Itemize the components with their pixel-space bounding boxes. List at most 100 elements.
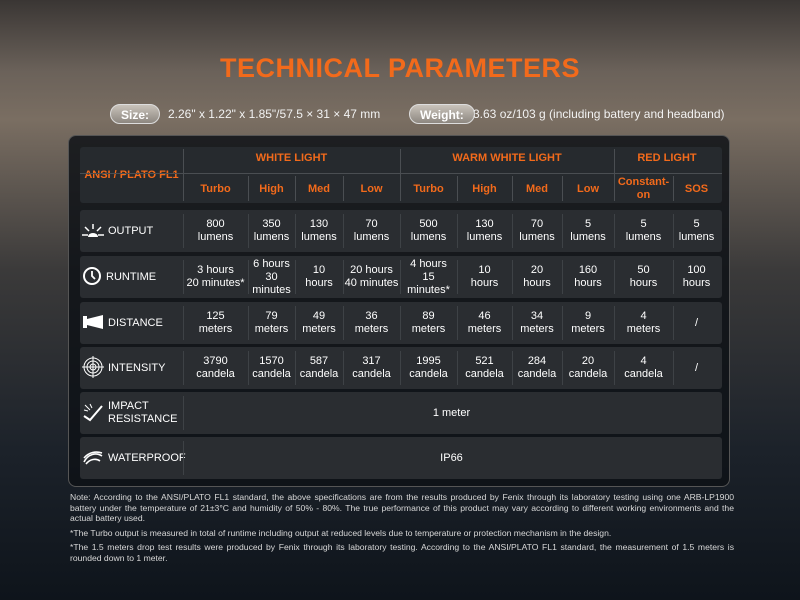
table-cell: 4 meters — [614, 302, 673, 344]
divider — [457, 351, 458, 385]
cell-unit: lumens — [301, 231, 337, 243]
cell-unit: meters — [302, 323, 336, 335]
note-drop: *The 1.5 meters drop test results were p… — [70, 542, 734, 563]
cell-unit: 40 minutes — [344, 277, 399, 289]
cell-unit: lumens — [570, 231, 606, 243]
table-cell: 4 candela — [614, 347, 673, 389]
table-cell: 34 meters — [512, 302, 562, 344]
cell-unit: hours — [574, 277, 602, 289]
divider — [512, 351, 513, 385]
cell-unit: meters — [520, 323, 554, 335]
table-cell: 50 hours — [614, 256, 673, 298]
cell-value: 50 — [637, 264, 650, 276]
waterproof-row — [80, 437, 722, 479]
cell-value: 800 — [206, 218, 225, 230]
cell-value: 3 hours — [197, 264, 234, 276]
cell-value: / — [694, 361, 699, 374]
divider — [562, 176, 563, 201]
table-cell: 70 lumens — [512, 210, 562, 252]
cell-unit: candela — [517, 368, 557, 380]
header-divider — [80, 173, 722, 174]
cell-value: 4 — [640, 355, 647, 367]
mode-header: SOS — [684, 182, 709, 195]
water-icon — [80, 448, 108, 469]
divider — [400, 306, 401, 340]
divider — [512, 260, 513, 294]
cell-value: 6 hours — [253, 257, 290, 270]
group-header: WARM WHITE LIGHT — [452, 151, 562, 164]
table-cell: 6 hours 30 minutes — [248, 256, 295, 298]
mode-header: High — [259, 182, 284, 195]
cell-unit: 20 minutes* — [186, 277, 245, 289]
row-label: WATERPROOF — [108, 452, 186, 464]
cell-value: 10 — [478, 264, 491, 276]
cell-value: 20 hours — [350, 264, 393, 276]
table-cell: 3 hours 20 minutes* — [183, 256, 248, 298]
cell-value: 20 — [581, 355, 595, 367]
divider — [614, 260, 615, 294]
cell-value: 89 — [422, 310, 435, 322]
mode-header: Med — [526, 182, 548, 195]
mode-header: Low — [577, 182, 599, 195]
cell-value: 4 — [640, 310, 647, 322]
cell-unit: lumens — [466, 231, 503, 243]
corner-header: ANSI / PLATO FL1 — [84, 168, 179, 181]
target-icon — [80, 355, 108, 381]
cell-value: 5 — [640, 218, 647, 230]
divider — [183, 351, 184, 385]
table-cell: 46 meters — [457, 302, 512, 344]
divider — [512, 306, 513, 340]
table-cell: 79 meters — [248, 302, 295, 344]
table-cell: 36 meters — [343, 302, 400, 344]
divider — [295, 260, 296, 294]
cell-unit: 30 minutes — [252, 270, 291, 296]
cell-value: 20 — [530, 264, 544, 276]
cell-value: 5 — [584, 218, 592, 230]
table-row — [80, 302, 722, 344]
divider — [183, 214, 184, 248]
note-turbo: *The Turbo output is measured in total o… — [70, 528, 612, 538]
cell-unit: lumens — [678, 231, 715, 243]
table-cell: 9 meters — [562, 302, 614, 344]
light-burst-icon — [80, 222, 108, 241]
divider — [457, 260, 458, 294]
table-cell: / — [673, 302, 720, 344]
divider — [183, 306, 184, 340]
cell-value: 587 — [309, 355, 329, 367]
row-label-runtime: RUNTIME — [80, 256, 183, 298]
row-label-output: OUTPUT — [80, 210, 183, 252]
table-row — [80, 347, 722, 389]
size-label: Size: — [110, 104, 161, 124]
cell-unit: hours — [682, 277, 711, 289]
cell-value: 9 — [584, 310, 592, 322]
waterproof-value: IP66 — [440, 451, 463, 464]
divider — [343, 260, 344, 294]
divider — [343, 306, 344, 340]
row-label-distance: DISTANCE — [80, 302, 183, 344]
divider — [183, 396, 184, 430]
cell-value: 79 — [265, 310, 278, 322]
row-label: OUTPUT — [108, 225, 154, 237]
divider — [248, 176, 249, 201]
cell-unit: candela — [409, 368, 448, 380]
table-cell: 1570 candela — [248, 347, 295, 389]
cell-value: 4 hours — [410, 257, 447, 270]
divider — [400, 214, 401, 248]
table-cell: 89 meters — [400, 302, 457, 344]
cell-value: 130 — [309, 218, 329, 230]
cell-value: 70 — [365, 218, 378, 230]
cell-value: 1995 — [416, 355, 441, 367]
cell-unit: lumens — [197, 231, 234, 243]
table-cell: 10 hours — [457, 256, 512, 298]
divider — [343, 214, 344, 248]
cell-unit: hours — [470, 277, 499, 289]
size-value: 2.26" x 1.22" x 1.85"/57.5 × 31 × 47 mm — [168, 107, 381, 121]
row-label-intensity: INTENSITY — [80, 347, 183, 389]
divider — [512, 214, 513, 248]
mode-header: Turbo — [200, 182, 231, 195]
divider — [614, 214, 615, 248]
cell-unit: meters — [467, 323, 502, 335]
table-cell: 4 hours 15 minutes* — [400, 256, 457, 298]
cell-unit: meters — [198, 323, 233, 335]
table-cell: 125 meters — [183, 302, 248, 344]
